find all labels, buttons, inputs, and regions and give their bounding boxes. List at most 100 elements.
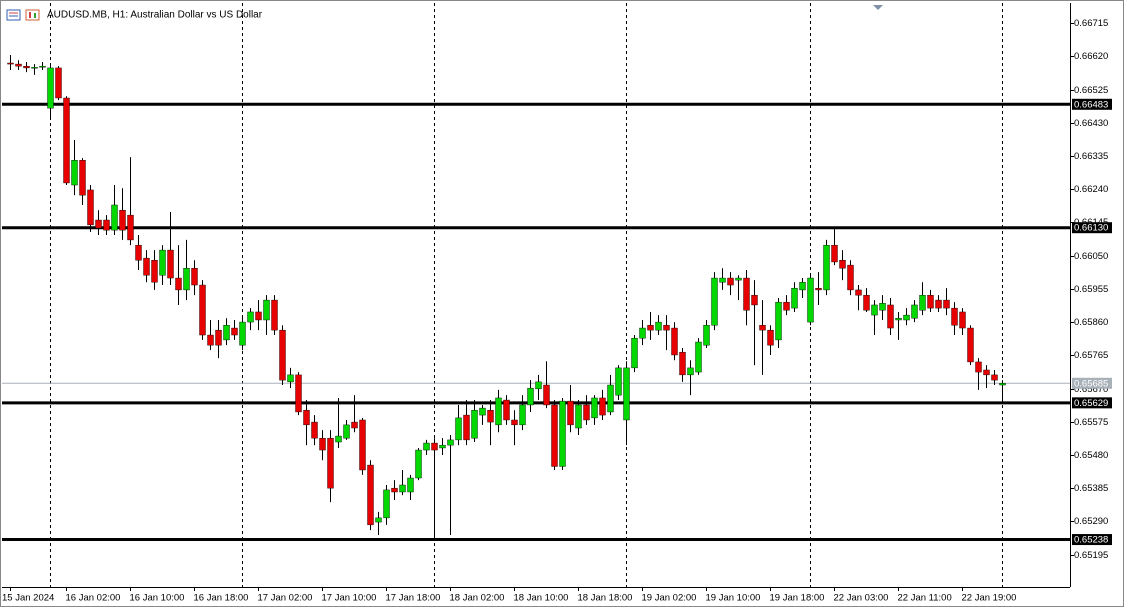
- x-tick-label: 16 Jan 02:00: [66, 593, 121, 604]
- candle-body: [647, 325, 654, 331]
- y-tick-label: 0.65290: [1074, 516, 1108, 527]
- candle-body: [247, 311, 254, 323]
- candle-body: [663, 325, 670, 331]
- candle-body: [855, 289, 862, 296]
- candle-body: [591, 397, 598, 419]
- plot: 0.66715 0.66620 0.66525 0.66430 0.66335 0.662…: [2, 3, 1112, 604]
- candle-body: [7, 62, 14, 65]
- candle-body: [287, 374, 294, 383]
- candle-body: [919, 294, 926, 311]
- x-tick-label: 17 Jan 10:00: [322, 593, 377, 604]
- candle-body: [655, 321, 662, 331]
- candle-body: [39, 65, 46, 68]
- candle-body: [783, 301, 790, 311]
- candle-body: [623, 367, 630, 421]
- icon: [25, 9, 40, 21]
- candle-body: [559, 400, 566, 467]
- candle-body: [167, 249, 174, 279]
- candle-body: [503, 399, 510, 421]
- level-price-box: [1072, 98, 1112, 110]
- candle-body: [463, 414, 470, 441]
- candle-body: [679, 351, 686, 376]
- candle-body: [439, 444, 446, 449]
- y-tick-label: 0.66715: [1074, 18, 1108, 29]
- candle-body: [687, 367, 694, 376]
- y-tick-label: 0.66525: [1074, 85, 1108, 96]
- candle-body: [599, 397, 606, 416]
- candle-body: [815, 287, 822, 291]
- candle-body: [959, 311, 966, 329]
- candle-body: [263, 299, 270, 321]
- candle-body: [951, 307, 958, 326]
- candle-body: [103, 219, 110, 231]
- candle-body: [239, 321, 246, 346]
- x-tick-label: 17 Jan 02:00: [258, 593, 313, 604]
- candle-body: [999, 383, 1006, 386]
- shift-marker: [873, 5, 883, 10]
- candle-body: [639, 327, 646, 339]
- candle-body: [767, 329, 774, 346]
- x-tick-label: 22 Jan 19:00: [962, 593, 1017, 604]
- candle-body: [71, 160, 78, 186]
- y-tick-label: 0.65670: [1074, 384, 1108, 395]
- candle-body: [607, 384, 614, 413]
- candle-body: [415, 449, 422, 479]
- candle-body: [303, 409, 310, 426]
- candle-body: [935, 299, 942, 309]
- candle-body: [487, 409, 494, 423]
- candle-body: [479, 407, 486, 416]
- candle-body: [791, 287, 798, 309]
- candle-body: [735, 277, 742, 281]
- candle-body: [199, 284, 206, 336]
- x-tick-label: 18 Jan 02:00: [450, 593, 505, 604]
- candle-body: [615, 367, 622, 396]
- candle-body: [391, 487, 398, 493]
- candle-body: [927, 294, 934, 309]
- candle-body: [519, 404, 526, 426]
- candle-body: [151, 260, 158, 283]
- candle-body: [295, 374, 302, 413]
- candle-body: [583, 404, 590, 421]
- candle-body: [23, 65, 30, 69]
- candle-body: [407, 477, 414, 493]
- candle-body: [119, 210, 126, 231]
- candle-body: [751, 294, 758, 306]
- current-price-label: 0.65685: [1074, 378, 1108, 389]
- candle-body: [447, 439, 454, 446]
- candle-body: [55, 67, 62, 99]
- candle-body: [895, 318, 902, 321]
- candle-body: [847, 264, 854, 291]
- candle-body: [159, 249, 166, 276]
- candle-body: [831, 244, 838, 263]
- candle-body: [887, 304, 894, 329]
- candle-body: [31, 67, 38, 69]
- candle-body: [871, 304, 878, 316]
- candle-body: [943, 299, 950, 309]
- x-tick-label: 16 Jan 18:00: [194, 593, 249, 604]
- candle-body: [335, 435, 342, 443]
- y-tick-label: 0.65480: [1074, 450, 1108, 461]
- chart-title: AUDUSD.MB, H1: Australian Dollar vs US D…: [47, 10, 263, 21]
- candle-body: [375, 517, 382, 523]
- candle-body: [135, 244, 142, 261]
- y-tick-label: 0.65195: [1074, 550, 1108, 561]
- x-tick-label: 22 Jan 11:00: [898, 593, 952, 604]
- candle-body: [367, 464, 374, 526]
- candle-body: [711, 277, 718, 326]
- candle-body: [191, 268, 198, 286]
- candle-body: [975, 361, 982, 373]
- candle-body: [111, 204, 118, 231]
- candle-body: [47, 67, 54, 109]
- candle-body: [823, 244, 830, 291]
- candle-body: [511, 419, 518, 426]
- candle-body: [399, 484, 406, 493]
- candle-body: [551, 404, 558, 467]
- y-tick-label: 0.65765: [1074, 350, 1108, 361]
- candle-body: [495, 397, 502, 426]
- x-tick-label: 18 Jan 18:00: [578, 593, 633, 604]
- candle-body: [175, 277, 182, 291]
- y-tick-label: 0.65955: [1074, 284, 1108, 295]
- candle-body: [327, 437, 334, 489]
